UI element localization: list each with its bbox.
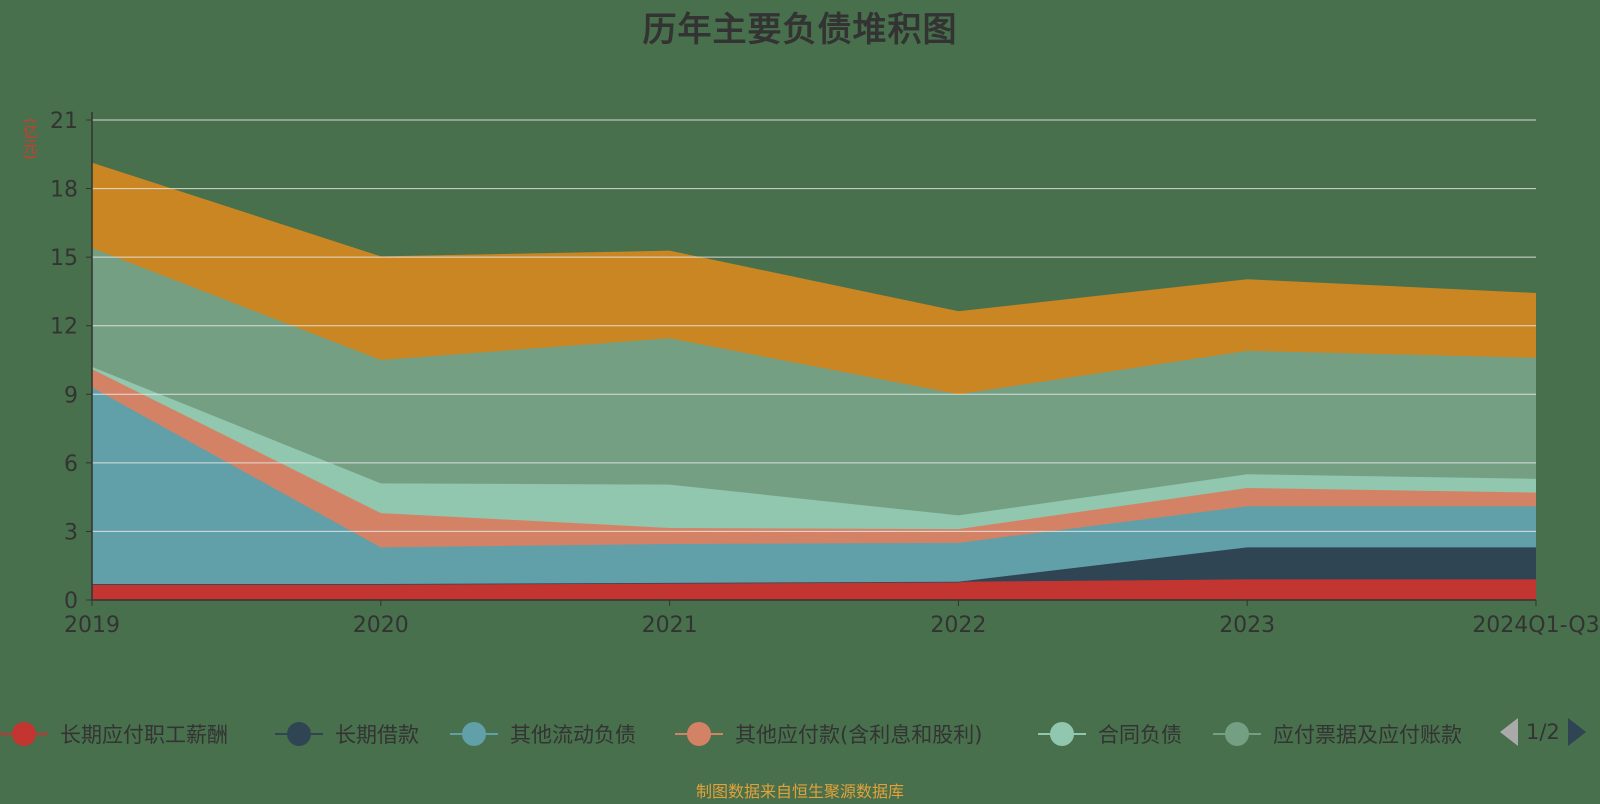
x-tick-label-4: 2023 bbox=[1219, 613, 1275, 638]
area-series-4 bbox=[92, 366, 1536, 530]
legend-item-1[interactable]: 长期借款 bbox=[275, 716, 419, 752]
legend-marker-icon bbox=[1213, 722, 1261, 746]
legend-marker-icon bbox=[675, 722, 723, 746]
legend-label: 应付票据及应付账款 bbox=[1273, 723, 1462, 747]
y-tick-label-1: 3 bbox=[64, 520, 78, 545]
series-line-6 bbox=[91, 162, 1537, 313]
legend-marker-icon bbox=[0, 722, 48, 746]
legend-dot-icon bbox=[12, 722, 36, 746]
legend-item-0[interactable]: 长期应付职工薪酬 bbox=[0, 716, 228, 752]
x-tick-label-1: 2020 bbox=[353, 613, 409, 638]
legend-item-2[interactable]: 其他流动负债 bbox=[450, 716, 636, 752]
y-tick-label-3: 9 bbox=[64, 383, 78, 408]
legend-label: 长期应付职工薪酬 bbox=[60, 723, 228, 747]
legend-dot-icon bbox=[287, 722, 311, 746]
y-tick-label-7: 21 bbox=[50, 109, 78, 134]
legend-label: 其他应付款(含利息和股利) bbox=[735, 723, 983, 747]
source-note: 制图数据来自恒生聚源数据库 bbox=[695, 782, 904, 801]
legend-marker-icon bbox=[450, 722, 498, 746]
legend-item-5[interactable]: 应付票据及应付账款 bbox=[1213, 716, 1462, 752]
x-tick-label-3: 2022 bbox=[930, 613, 986, 638]
y-tick-label-4: 12 bbox=[50, 315, 78, 340]
area-series-2 bbox=[92, 387, 1536, 584]
y-tick-label-0: 0 bbox=[64, 589, 78, 614]
y-tick-label-5: 15 bbox=[50, 246, 78, 271]
y-axis-unit: (亿元) bbox=[21, 118, 39, 160]
x-tick-label-0: 2019 bbox=[64, 613, 120, 638]
x-tick-label-5: 2024Q1-Q3 bbox=[1472, 613, 1599, 638]
legend-label: 合同负债 bbox=[1098, 723, 1182, 747]
next-page-icon[interactable] bbox=[1567, 718, 1586, 746]
legend-item-3[interactable]: 其他应付款(含利息和股利) bbox=[675, 716, 982, 752]
area-series-0 bbox=[92, 579, 1536, 600]
y-tick-label-6: 18 bbox=[50, 178, 78, 203]
legend-page-indicator: 1/2 bbox=[1526, 720, 1560, 744]
chart-title: 历年主要负债堆积图 bbox=[642, 10, 958, 50]
area-series-6 bbox=[92, 163, 1536, 395]
legend-dot-icon bbox=[462, 722, 486, 746]
legend-marker-icon bbox=[1038, 722, 1086, 746]
x-tick-label-2: 2021 bbox=[642, 613, 698, 638]
legend-label: 其他流动负债 bbox=[510, 723, 636, 747]
legend-pager: 1/2 bbox=[1500, 718, 1586, 746]
legend-dot-icon bbox=[687, 722, 711, 746]
y-tick-label-2: 6 bbox=[64, 452, 78, 477]
prev-page-icon[interactable] bbox=[1500, 718, 1518, 746]
legend: 长期应付职工薪酬 长期借款 其他流动负债 其他应付款(含利息和股利) 合同负债 应付票据及… bbox=[0, 716, 1600, 752]
legend-marker-icon bbox=[275, 722, 323, 746]
area-series-3 bbox=[92, 369, 1536, 548]
area-series-5 bbox=[92, 248, 1536, 516]
legend-item-4[interactable]: 合同负债 bbox=[1038, 716, 1182, 752]
legend-dot-icon bbox=[1050, 722, 1074, 746]
legend-label: 长期借款 bbox=[335, 723, 419, 747]
legend-dot-icon bbox=[1225, 722, 1249, 746]
